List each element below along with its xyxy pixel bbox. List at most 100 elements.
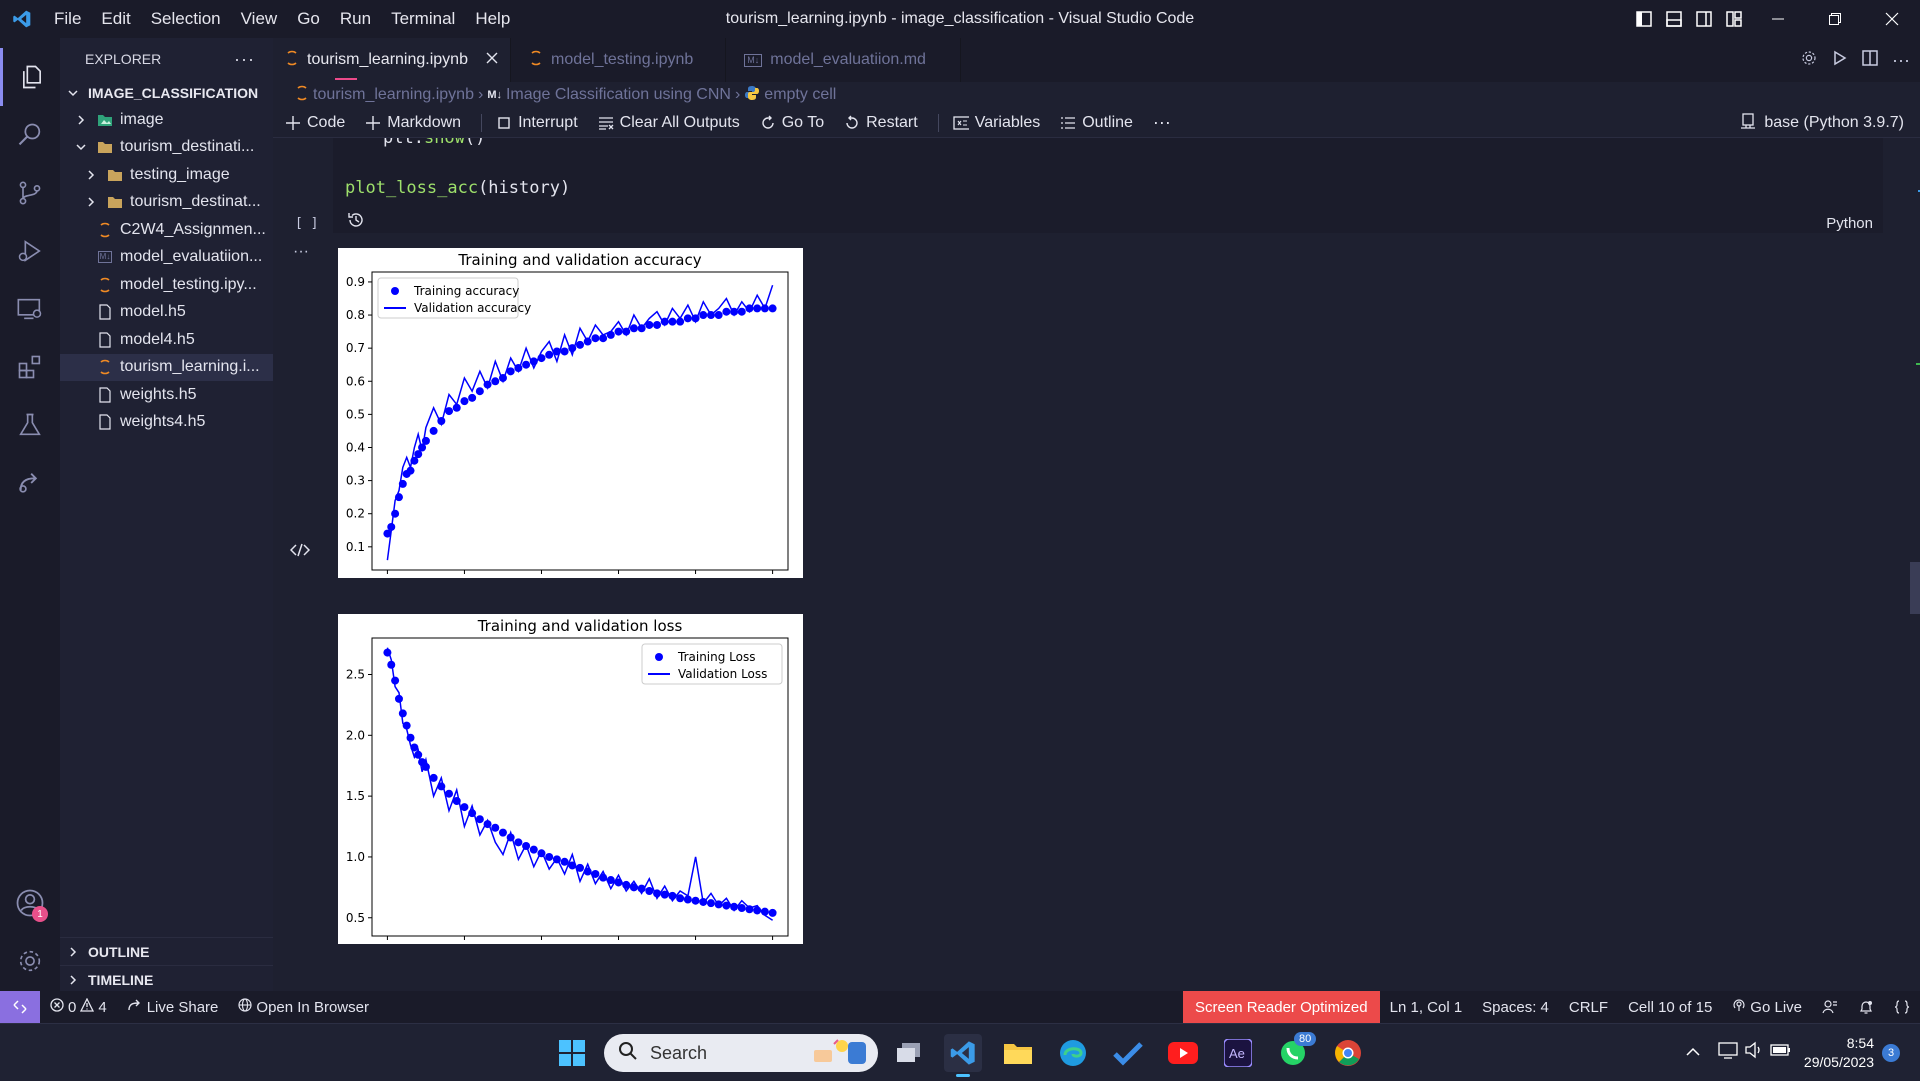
go-to-button[interactable]: Go To bbox=[760, 114, 824, 132]
breadcrumb-file[interactable]: tourism_learning.ipynb bbox=[313, 86, 474, 103]
tree-item[interactable]: tourism_destinat... bbox=[60, 189, 273, 217]
go-live-status[interactable]: Go Live bbox=[1722, 998, 1812, 1016]
live-share-icon[interactable] bbox=[0, 454, 60, 512]
cell-status[interactable]: Cell 10 of 15 bbox=[1628, 998, 1713, 1016]
task-view-icon[interactable] bbox=[890, 1034, 928, 1072]
tree-item[interactable]: weights.h5 bbox=[60, 381, 273, 409]
tree-item[interactable]: model_testing.ipy... bbox=[60, 271, 273, 299]
tree-item[interactable]: testing_image bbox=[60, 161, 273, 189]
tree-item[interactable]: tourism_learning.i... bbox=[60, 353, 273, 381]
customize-layout-icon[interactable] bbox=[1719, 0, 1749, 38]
tree-item[interactable]: image bbox=[60, 106, 273, 134]
eol-status[interactable]: CRLF bbox=[1568, 998, 1609, 1016]
menu-terminal[interactable]: Terminal bbox=[391, 9, 456, 28]
add-markdown-button[interactable]: Markdown bbox=[365, 114, 461, 132]
menu-go[interactable]: Go bbox=[297, 9, 320, 28]
chrome-icon[interactable] bbox=[1329, 1034, 1367, 1072]
clock[interactable]: 8:54 29/05/2023 bbox=[1804, 1034, 1874, 1072]
problems-indicator[interactable]: 0 4 bbox=[40, 997, 117, 1016]
chevron-up-icon[interactable] bbox=[1686, 1044, 1700, 1062]
output-more-icon[interactable]: ··· bbox=[293, 243, 309, 260]
testing-icon[interactable] bbox=[0, 396, 60, 454]
after-effects-icon[interactable]: Ae bbox=[1219, 1034, 1257, 1072]
tab-model-testing[interactable]: model_testing.ipynb bbox=[511, 38, 727, 82]
outline-list-icon bbox=[1060, 115, 1076, 131]
minimize-icon[interactable] bbox=[1749, 0, 1806, 38]
remote-explorer-icon[interactable] bbox=[0, 280, 60, 338]
tree-item[interactable]: M↓ model_evaluatiion... bbox=[60, 244, 273, 272]
menu-run[interactable]: Run bbox=[339, 9, 372, 28]
kernel-picker[interactable]: base (Python 3.9.7) bbox=[1740, 108, 1904, 138]
more-actions-icon[interactable]: ··· bbox=[1892, 49, 1910, 70]
tree-item[interactable]: C2W4_Assignmen... bbox=[60, 216, 273, 244]
breadcrumb-section[interactable]: Image Classification using CNN bbox=[505, 86, 731, 103]
feedback-icon[interactable] bbox=[1812, 999, 1848, 1015]
menu-selection[interactable]: Selection bbox=[150, 9, 221, 28]
timeline-section[interactable]: TIMELINE bbox=[60, 965, 273, 993]
menu-view[interactable]: View bbox=[240, 9, 278, 28]
history-icon[interactable] bbox=[347, 211, 365, 234]
add-code-button[interactable]: Code bbox=[285, 114, 345, 132]
tree-item[interactable]: model.h5 bbox=[60, 299, 273, 327]
variables-button[interactable]: Variables bbox=[953, 114, 1040, 132]
screen-reader-status[interactable]: Screen Reader Optimized bbox=[1183, 991, 1380, 1023]
battery-icon[interactable] bbox=[1770, 1043, 1792, 1062]
tree-item[interactable]: tourism_destinati... bbox=[60, 134, 273, 162]
outline-button[interactable]: Outline bbox=[1060, 114, 1133, 132]
live-share-status[interactable]: Live Share bbox=[117, 998, 229, 1016]
workspace-root[interactable]: IMAGE_CLASSIFICATION bbox=[60, 80, 273, 106]
restart-button[interactable]: Restart bbox=[844, 114, 918, 132]
tab-tourism-learning[interactable]: tourism_learning.ipynb bbox=[273, 38, 511, 82]
search-icon[interactable] bbox=[0, 106, 60, 164]
braces-icon[interactable] bbox=[1884, 999, 1920, 1015]
volume-icon[interactable] bbox=[1744, 1041, 1764, 1064]
run-debug-icon[interactable] bbox=[0, 222, 60, 280]
source-control-icon[interactable] bbox=[0, 164, 60, 222]
clear-outputs-button[interactable]: Clear All Outputs bbox=[598, 114, 740, 132]
remote-indicator-icon[interactable] bbox=[0, 991, 40, 1023]
tab-model-evaluation[interactable]: M↓ model_evaluatiion.md bbox=[726, 38, 961, 82]
tab-label: model_testing.ipynb bbox=[550, 51, 694, 68]
settings-gear-icon[interactable] bbox=[1800, 49, 1818, 72]
edge-browser-icon[interactable] bbox=[1054, 1034, 1092, 1072]
explorer-icon[interactable] bbox=[0, 48, 60, 106]
cursor-position[interactable]: Ln 1, Col 1 bbox=[1389, 998, 1463, 1016]
extensions-icon[interactable] bbox=[0, 338, 60, 396]
toggle-secondary-sidebar-icon[interactable] bbox=[1689, 0, 1719, 38]
scrollbar-thumb[interactable] bbox=[1910, 562, 1920, 614]
menu-file[interactable]: File bbox=[54, 9, 82, 28]
output-code-icon[interactable] bbox=[289, 542, 311, 563]
cell-language[interactable]: Python bbox=[1826, 215, 1873, 232]
open-browser-status[interactable]: Open In Browser bbox=[228, 998, 379, 1016]
taskbar-search[interactable]: Search bbox=[604, 1034, 878, 1072]
youtube-icon[interactable] bbox=[1164, 1034, 1202, 1072]
notification-badge[interactable]: 3 bbox=[1882, 1043, 1900, 1062]
menu-help[interactable]: Help bbox=[475, 9, 511, 28]
tree-item[interactable]: model4.h5 bbox=[60, 326, 273, 354]
todo-app-icon[interactable] bbox=[1109, 1034, 1147, 1072]
close-window-icon[interactable] bbox=[1863, 0, 1920, 38]
windows-start-icon[interactable] bbox=[553, 1034, 591, 1072]
display-icon[interactable] bbox=[1718, 1041, 1738, 1064]
manage-gear-icon[interactable] bbox=[0, 932, 60, 990]
file-explorer-icon[interactable] bbox=[999, 1034, 1037, 1072]
split-editor-icon[interactable] bbox=[1862, 49, 1878, 71]
interrupt-button[interactable]: Interrupt bbox=[496, 114, 578, 132]
breadcrumb-cell[interactable]: empty cell bbox=[764, 86, 837, 103]
run-all-icon[interactable] bbox=[1832, 50, 1848, 71]
accounts-icon[interactable]: 1 bbox=[0, 874, 60, 932]
code-cell[interactable]: plt.show() plot_loss_acc(history) Python bbox=[333, 138, 1883, 233]
whatsapp-icon[interactable]: 80 bbox=[1274, 1032, 1317, 1072]
notifications-bell-icon[interactable] bbox=[1848, 999, 1884, 1015]
restore-icon[interactable] bbox=[1806, 0, 1863, 38]
toggle-primary-sidebar-icon[interactable] bbox=[1629, 0, 1659, 38]
indentation-status[interactable]: Spaces: 4 bbox=[1482, 998, 1549, 1016]
more-actions-icon[interactable]: ··· bbox=[234, 48, 255, 69]
tree-item[interactable]: weights4.h5 bbox=[60, 409, 273, 437]
toolbar-more-icon[interactable]: ··· bbox=[1152, 112, 1171, 132]
outline-section[interactable]: OUTLINE bbox=[60, 937, 273, 965]
close-tab-icon[interactable] bbox=[486, 51, 498, 69]
toggle-panel-icon[interactable] bbox=[1659, 0, 1689, 38]
taskbar-vscode-icon[interactable] bbox=[944, 1034, 982, 1077]
menu-edit[interactable]: Edit bbox=[101, 9, 131, 28]
